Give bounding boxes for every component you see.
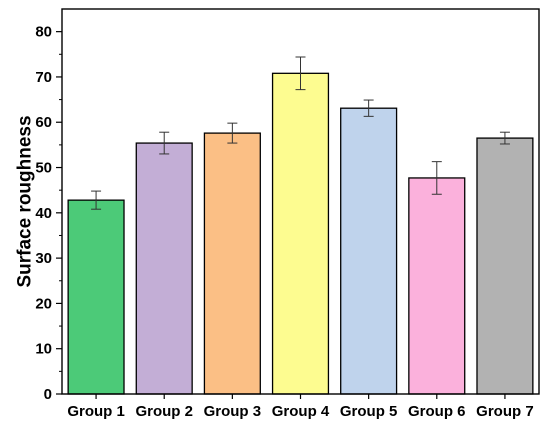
x-tick-label: Group 6 [408,403,466,420]
bars [67,56,534,395]
bar-4 [271,72,330,395]
plot-frame [61,8,540,395]
bar-5 [340,107,398,395]
y-axis-title: Surface roughness [15,115,36,287]
y-tick-label: 70 [35,69,52,86]
y-tick-label: 60 [35,114,52,131]
y-tick-label: 30 [35,250,52,267]
x-tick-label: Group 1 [67,403,125,420]
y-axis: 0 10 20 30 40 50 60 70 80 [35,24,62,403]
y-tick-label: 80 [35,24,52,41]
x-tick-label: Group 7 [476,403,534,420]
y-tick-label: 50 [35,160,52,177]
y-tick-label: 10 [35,341,52,358]
y-tick-label: 0 [44,386,52,403]
x-tick-label: Group 5 [340,403,398,420]
bar-3 [203,132,261,395]
bar-2 [135,142,193,395]
y-tick-label: 20 [35,295,52,312]
y-tick-label: 40 [35,205,52,222]
bar-6 [408,177,466,395]
x-axis: Group 1 Group 2 Group 3 Group 4 Group 5 Group… [67,394,534,420]
x-tick-label: Group 4 [272,403,330,420]
x-tick-label: Group 2 [135,403,193,420]
bar-7 [476,137,534,395]
bar-1 [67,199,125,395]
x-tick-label: Group 3 [204,403,262,420]
